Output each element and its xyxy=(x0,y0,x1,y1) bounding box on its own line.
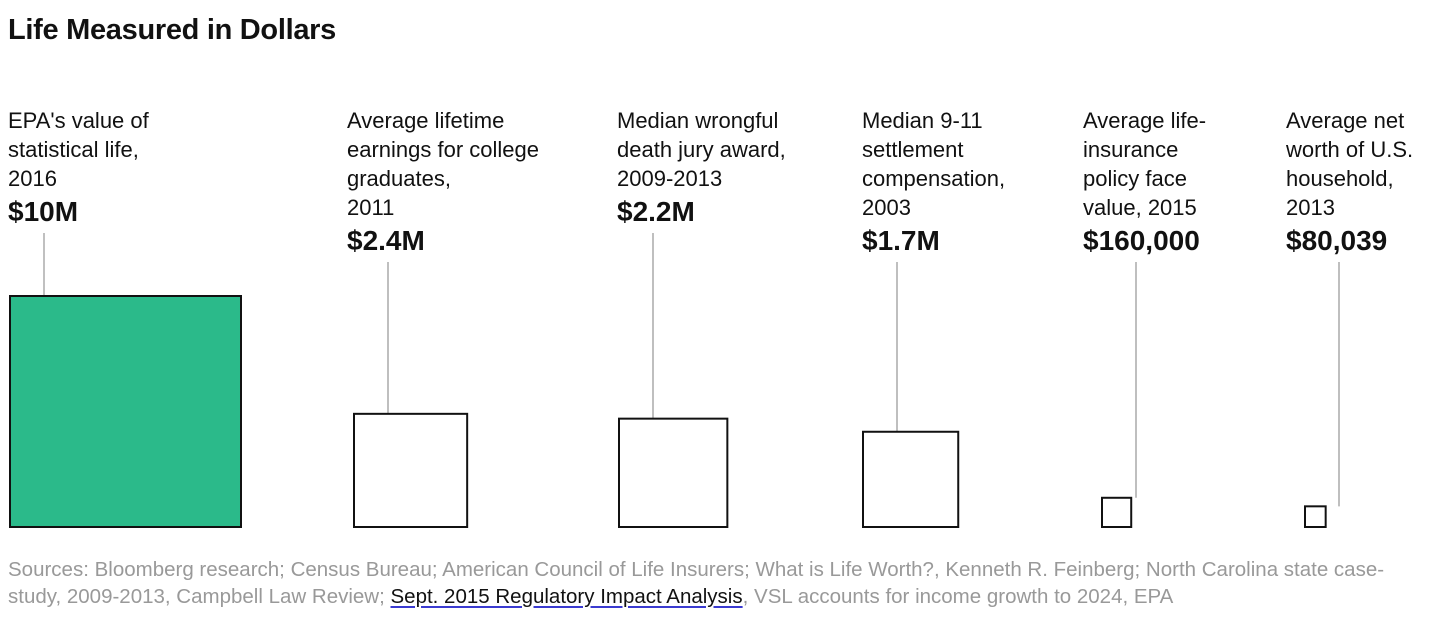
value-square xyxy=(9,295,242,528)
category-label: earnings for college xyxy=(347,137,539,162)
category-label: 2013 xyxy=(1286,195,1335,220)
category-group: EPA's value of statistical life, 2016 $10M xyxy=(8,108,242,528)
chart-title: Life Measured in Dollars xyxy=(8,14,336,46)
category-label: Average lifetime xyxy=(347,108,504,133)
category-label: insurance xyxy=(1083,137,1178,162)
category-group: Average life-insurance policy face value, … xyxy=(1083,108,1206,528)
source-text: Sources: Bloomberg research; Census Bure… xyxy=(8,558,1385,608)
source-text-end: , VSL accounts for income growth to 2024… xyxy=(742,585,1174,608)
category-label: compensation, xyxy=(862,166,1005,191)
chart-area: EPA's value of statistical life, 2016 $10M A… xyxy=(8,108,1413,529)
value-square xyxy=(618,417,729,528)
category-label: Median 9-11 xyxy=(862,108,983,133)
value-square xyxy=(1304,505,1327,529)
value-square xyxy=(1101,496,1133,528)
category-label: Median wrongful xyxy=(617,108,778,133)
category-label: value, 2015 xyxy=(1083,195,1197,220)
value-label: $2.2M xyxy=(617,196,695,227)
value-label: $2.4M xyxy=(347,225,425,256)
category-label: Average net xyxy=(1286,108,1404,133)
category-label: 2009-2013 xyxy=(617,166,722,191)
category-group: Median 9-11 settlement compensation, 2003 $1… xyxy=(862,108,1005,528)
source-link[interactable]: Sept. 2015 Regulatory Impact Analysis xyxy=(390,585,743,608)
category-label: policy face xyxy=(1083,166,1187,191)
category-label: graduates, xyxy=(347,166,451,191)
category-group: Median wrongful death jury award, 2009-201… xyxy=(617,108,786,528)
value-label: $10M xyxy=(8,196,78,227)
value-label: $160,000 xyxy=(1083,225,1200,256)
category-label: household, xyxy=(1286,166,1394,191)
category-label: Average life- xyxy=(1083,108,1206,133)
category-label: death jury award, xyxy=(617,137,786,162)
value-label: $80,039 xyxy=(1286,225,1387,256)
category-group: Average net worth of U.S. household, 2013 $8… xyxy=(1285,108,1413,529)
category-label: 2011 xyxy=(347,195,394,220)
value-square xyxy=(353,412,469,529)
value-label: $1.7M xyxy=(862,225,940,256)
category-label: EPA's value of xyxy=(8,108,150,133)
category-group: Average lifetime earnings for college grad… xyxy=(347,108,539,529)
source-note: Sources: Bloomberg research; Census Bure… xyxy=(8,556,1428,610)
category-label: statistical life, xyxy=(8,137,139,162)
category-label: worth of U.S. xyxy=(1285,137,1413,162)
category-label: 2016 xyxy=(8,166,57,191)
category-label: settlement xyxy=(862,137,964,162)
value-square xyxy=(862,430,960,528)
category-label: 2003 xyxy=(862,195,911,220)
